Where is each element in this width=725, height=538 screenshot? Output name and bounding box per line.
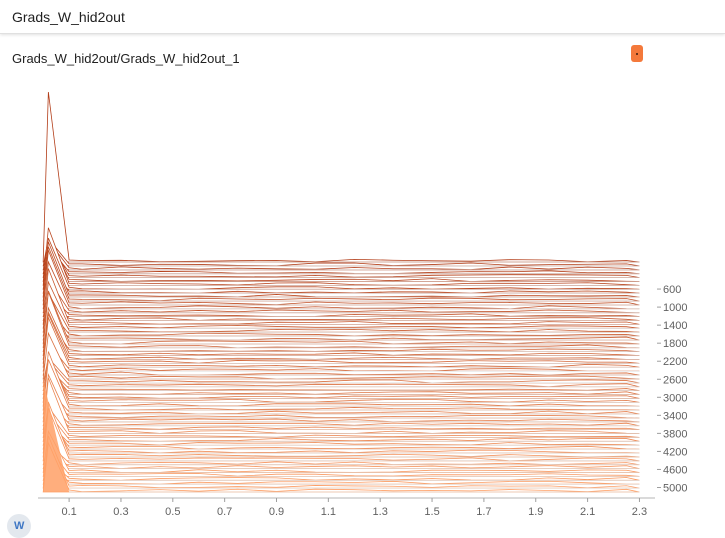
histogram-ridge [42,447,640,477]
histogram-ridge [42,236,640,282]
step-tick-label: 4600 [663,464,687,476]
histogram-ridge [42,238,640,278]
histogram-ridge [42,239,640,271]
step-tick-label: 1800 [663,338,687,350]
step-tick-label: 2200 [663,356,687,368]
histogram-ridge [42,312,640,341]
more-dot-icon [636,53,638,55]
histogram-ridge [42,262,640,294]
card-title: Grads_W_hid2out/Grads_W_hid2out_1 [12,51,240,66]
x-tick-label: 1.7 [476,506,491,518]
histogram-ridge [42,405,640,438]
histogram-ridge [42,331,640,380]
x-tick-label: 0.7 [217,506,232,518]
histogram-ridge [42,354,640,403]
histogram-ridge [42,458,640,481]
histogram-ridge [42,250,640,306]
histogram-ridge [42,316,640,368]
histogram-ridge [42,373,640,423]
x-axis: 0.1 0.3 0.5 0.7 0.9 1.1 1.3 1.5 1.7 1.9 2.1 2.3 [38,497,655,518]
histogram-ridge [42,246,640,302]
histogram-ridge [42,237,640,267]
histogram-ridge [42,449,640,470]
x-tick-label: 2.3 [632,506,647,518]
step-tick-label: 4200 [663,446,687,458]
histogram-ridge [42,237,640,290]
step-axis: 600 1000 1400 1800 2200 2600 3000 3400 3800 4200 4… [657,284,687,494]
step-tick-label: 3800 [663,428,687,440]
histogram-ridge [42,300,640,321]
histogram-ridge [42,278,640,314]
histogram-ridge [42,290,640,345]
histogram-ridge [42,388,640,415]
step-tick-label: 3400 [663,410,687,422]
step-tick-label: 1400 [663,320,687,332]
x-tick-label: 1.3 [373,506,388,518]
menu-button[interactable] [631,45,643,62]
histogram-ridge [42,441,640,493]
histogram-ridge [42,412,640,442]
histogram-ridge [42,396,640,419]
step-tick-label: 600 [663,284,681,296]
x-tick-label: 0.1 [61,506,76,518]
histogram-ridge [42,291,640,333]
section-header: Grads_W_hid2out [0,0,725,34]
histogram-ridge [42,359,640,411]
histogram-ridge [42,307,640,337]
histogram-ridge [42,306,640,356]
histogram-ridges [42,91,640,493]
histogram-ridge [42,351,640,407]
step-tick-label: 5000 [663,482,687,494]
histogram-ridge [42,400,640,427]
histogram-ridge [42,359,640,388]
x-tick-label: 1.1 [321,506,336,518]
histogram-ridge [42,435,640,489]
histogram-ridge [42,260,640,310]
histogram-ridge [42,367,640,392]
histogram-ridge [42,459,640,485]
histogram-ridge [42,268,640,325]
histogram-ridge [42,408,640,454]
x-tick-label: 2.1 [580,506,595,518]
step-tick-label: 3000 [663,392,687,404]
histogram-ridge [42,348,640,376]
histogram-ridge [42,356,640,384]
histogram-ridge [42,398,640,431]
x-tick-label: 0.9 [269,506,284,518]
histogram-ridge [42,91,640,263]
section-title: Grads_W_hid2out [12,9,125,25]
histogram-ridge [42,227,640,286]
histogram-ridge [42,312,640,364]
histogram-ridge [42,416,640,450]
histogram-ridge [42,421,640,446]
histogram-front-fill [43,379,70,492]
x-tick-label: 1.9 [528,506,543,518]
histogram-ridge [42,408,640,462]
app-badge-icon[interactable]: W [7,514,31,538]
histogram-ridge [42,357,640,399]
step-tick-label: 2600 [663,374,687,386]
histogram-ridge [42,442,640,466]
x-tick-label: 0.5 [165,506,180,518]
histogram-ridge [42,245,640,275]
step-tick-label: 1000 [663,302,687,314]
x-tick-label: 1.5 [424,506,439,518]
histogram-ridge [42,280,640,329]
histogram-ridge [42,291,640,317]
histogram-ridge [42,310,640,360]
histogram-ridge [42,342,640,372]
histogram-ridge [42,291,640,349]
x-tick-label: 0.3 [113,506,128,518]
